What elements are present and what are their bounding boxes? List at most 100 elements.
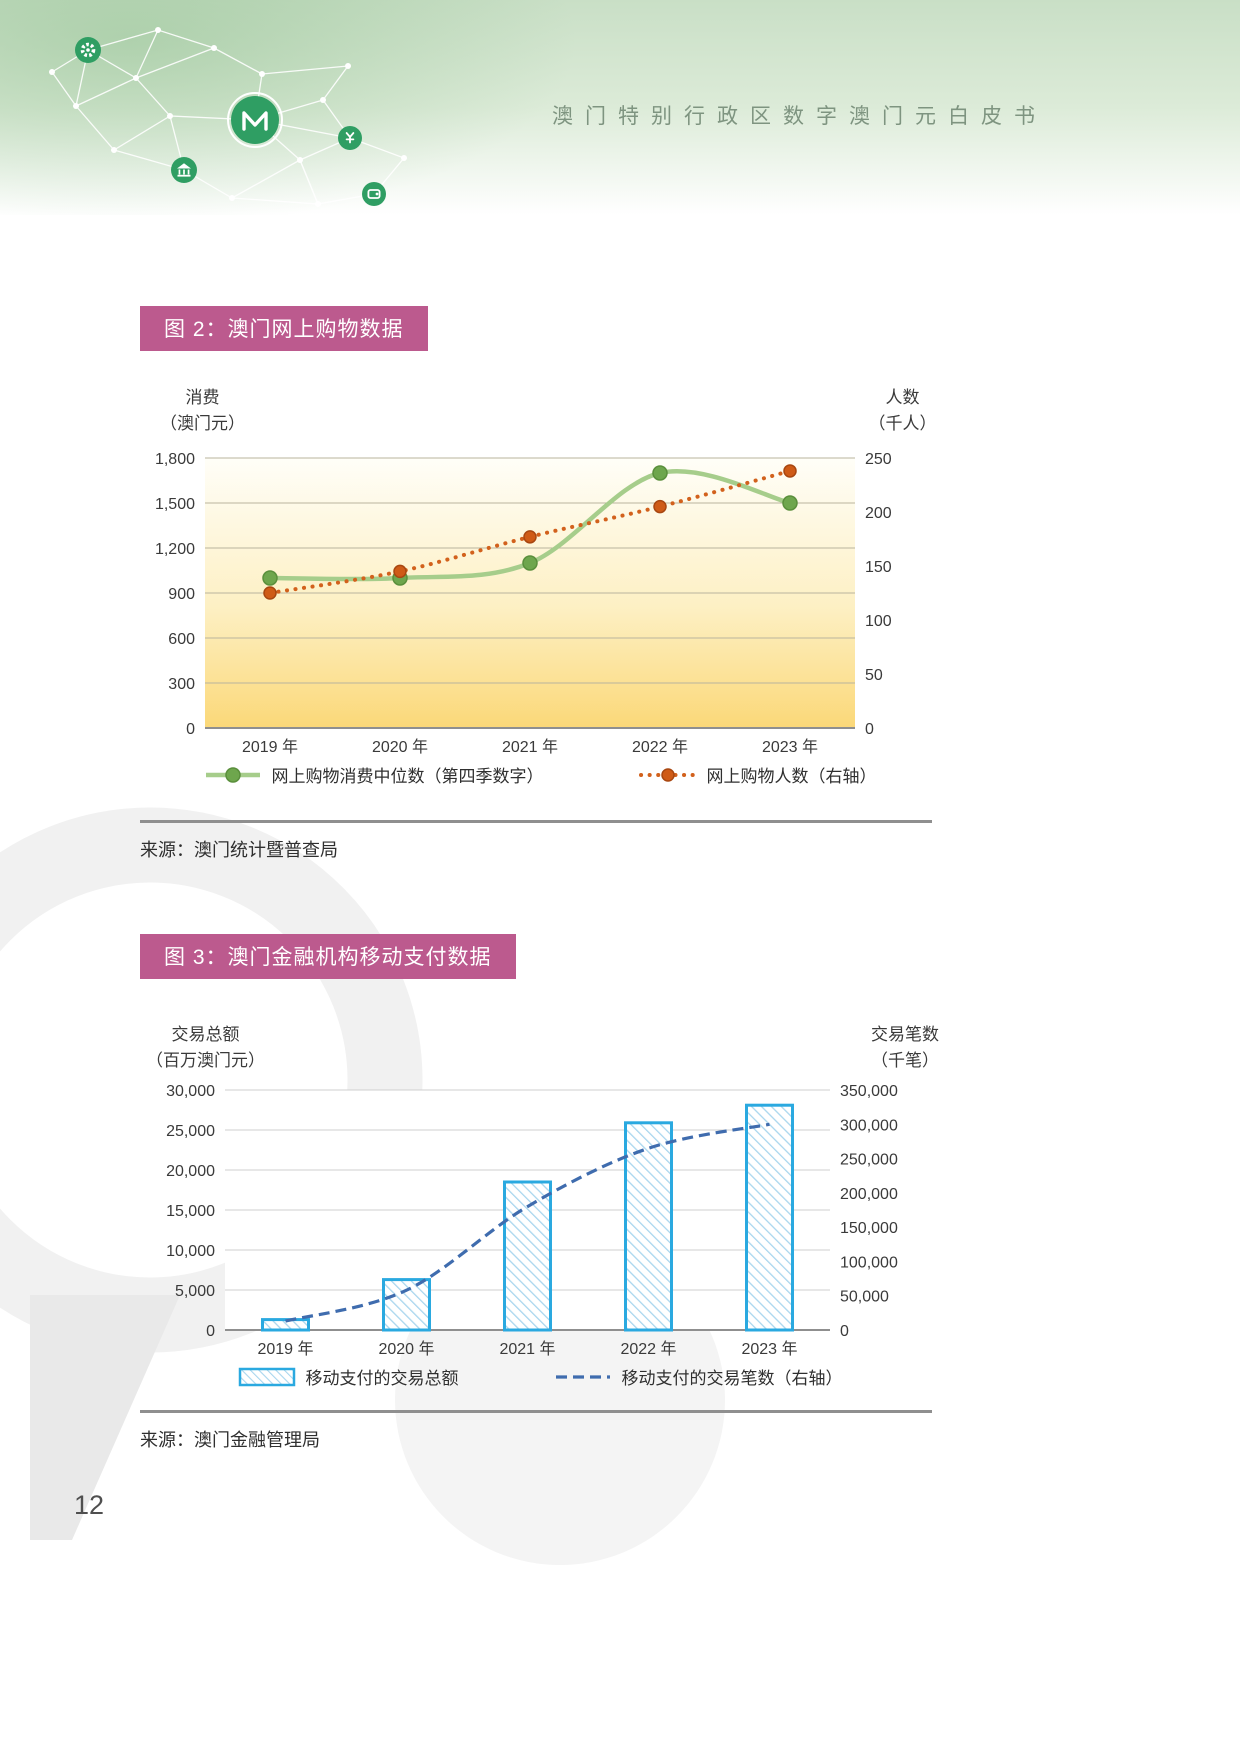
- right-axis-tick-label: 150,000: [840, 1220, 898, 1237]
- series-line: [285, 1122, 770, 1323]
- document-title: 澳门特别行政区数字澳门元白皮书: [552, 105, 1047, 128]
- axis-title-line: （千笔）: [871, 1050, 939, 1070]
- macau-pataca-logo-icon: [227, 92, 283, 148]
- x-axis-category-label: 2022 年: [620, 1340, 676, 1358]
- data-point-marker: [522, 555, 538, 571]
- figure3-legend: 移动支付的交易总额 移动支付的交易笔数（右轴）: [140, 1364, 940, 1389]
- bar: [624, 1121, 673, 1332]
- right-axis-tick-label: 0: [840, 1323, 849, 1340]
- right-axis-tick-label: 50: [865, 667, 883, 684]
- left-axis-tick-label: 30,000: [166, 1083, 215, 1100]
- left-axis-tick-label: 20,000: [166, 1163, 215, 1180]
- legend-swatch-hatched-bar: [238, 1367, 296, 1387]
- network-nodes: [49, 27, 407, 207]
- left-axis-tick-label: 0: [186, 721, 195, 738]
- figure3-chart: 0 5,000 10,000 15,000 20,000 25,000 30,000 0 50,…: [166, 1083, 898, 1358]
- bar: [261, 1318, 310, 1332]
- bar: [382, 1278, 431, 1332]
- figure2-title-badge: 图 2：澳门网上购物数据: [140, 306, 428, 351]
- figure3-left-axis-title: 交易总额 （百万澳门元）: [128, 1022, 283, 1073]
- left-axis-tick-label: 5,000: [175, 1283, 215, 1300]
- axis-title-line: （千人）: [868, 413, 937, 433]
- right-axis-tick-label: 250,000: [840, 1152, 898, 1169]
- left-axis-tick-label: 25,000: [166, 1123, 215, 1140]
- watermark-shape: [30, 1295, 180, 1540]
- left-axis-tick-label: 15,000: [166, 1203, 215, 1220]
- x-axis-category-label: 2019 年: [257, 1340, 313, 1358]
- header-banner: 澳门特别行政区数字澳门元白皮书: [0, 0, 1240, 215]
- legend-swatch-orange-dotted: [638, 765, 697, 785]
- axis-title-line: （百万澳门元）: [146, 1050, 265, 1070]
- left-axis-tick-label: 0: [206, 1323, 215, 1340]
- right-axis-tick-label: 200: [865, 505, 892, 522]
- bar: [745, 1103, 794, 1332]
- data-point-marker: [653, 499, 667, 514]
- data-point-marker: [262, 570, 278, 586]
- x-axis-category-label: 2021 年: [499, 1340, 555, 1358]
- axis-title-line: 消费: [185, 388, 220, 407]
- divider: [140, 1410, 932, 1413]
- figure2-left-axis-title: 消费 （澳门元）: [140, 385, 265, 436]
- right-axis-tick-label: 200,000: [840, 1186, 898, 1203]
- left-axis-tick-label: 600: [168, 631, 195, 648]
- gear-icon: [75, 37, 101, 63]
- x-axis-category-label: 2019 年: [242, 738, 298, 756]
- right-axis-tick-label: 0: [865, 721, 874, 738]
- right-axis-tick-label: 300,000: [840, 1117, 898, 1134]
- right-axis-tick-label: 100: [865, 613, 892, 630]
- x-axis-category-label: 2021 年: [502, 738, 558, 756]
- bar: [503, 1180, 552, 1332]
- right-axis-tick-label: 150: [865, 559, 892, 576]
- legend-label: 网上购物人数（右轴）: [706, 767, 877, 786]
- axis-title-line: （澳门元）: [160, 413, 245, 433]
- x-axis-category-label: 2020 年: [372, 738, 428, 756]
- left-axis-tick-label: 1,200: [155, 541, 195, 558]
- coin-icon: [338, 126, 362, 150]
- figure2-chart: 0 300 600 900 1,200 1,500 1,800 0 50 100 150 200 250…: [155, 451, 892, 756]
- legend-swatch-green-line: [204, 765, 262, 785]
- legend-label: 移动支付的交易总额: [305, 1369, 459, 1388]
- figure3-source: 来源：澳门金融管理局: [140, 1430, 320, 1450]
- legend-item: 移动支付的交易总额: [238, 1364, 459, 1389]
- wallet-icon: [362, 182, 386, 206]
- figure3-title-badge: 图 3：澳门金融机构移动支付数据: [140, 934, 516, 979]
- right-axis-tick-label: 100,000: [840, 1254, 898, 1271]
- divider: [140, 820, 932, 823]
- legend-label: 移动支付的交易笔数（右轴）: [621, 1369, 843, 1388]
- axis-title-line: 交易笔数: [871, 1025, 939, 1044]
- figure2-right-axis-title: 人数 （千人）: [840, 385, 965, 436]
- data-point-marker: [782, 495, 798, 511]
- figure2-source: 来源：澳门统计暨普查局: [140, 840, 338, 860]
- legend-item: 网上购物人数（右轴）: [638, 762, 877, 787]
- bank-icon: [171, 157, 197, 183]
- x-axis-category-label: 2023 年: [762, 738, 818, 756]
- left-axis-tick-label: 1,800: [155, 451, 195, 468]
- left-axis-tick-label: 900: [168, 586, 195, 603]
- legend-swatch-dashed-line: [554, 1367, 612, 1387]
- legend-label: 网上购物消费中位数（第四季数字）: [271, 767, 544, 786]
- legend-item: 移动支付的交易笔数（右轴）: [554, 1364, 843, 1389]
- legend-item: 网上购物消费中位数（第四季数字）: [204, 762, 544, 787]
- right-axis-tick-label: 350,000: [840, 1083, 898, 1100]
- axis-title-line: 人数: [885, 388, 920, 407]
- right-axis-tick-label: 250: [865, 451, 892, 468]
- figure3-right-axis-title: 交易笔数 （千笔）: [835, 1022, 975, 1073]
- data-point-marker: [393, 564, 407, 579]
- data-point-marker: [523, 530, 537, 544]
- page-number: 12: [74, 1490, 105, 1520]
- header-network-graphic: [49, 27, 407, 207]
- left-axis-tick-label: 10,000: [166, 1243, 215, 1260]
- data-point-marker: [652, 465, 668, 481]
- x-axis-category-label: 2022 年: [632, 738, 688, 756]
- figure2-legend: 网上购物消费中位数（第四季数字） 网上购物人数（右轴）: [140, 762, 940, 787]
- data-point-marker: [263, 586, 277, 600]
- data-point-marker: [783, 464, 797, 478]
- left-axis-tick-label: 300: [168, 676, 195, 693]
- x-axis-category-label: 2023 年: [741, 1340, 797, 1358]
- axis-title-line: 交易总额: [171, 1025, 240, 1044]
- x-axis-category-label: 2020 年: [378, 1340, 434, 1358]
- right-axis-tick-label: 50,000: [840, 1289, 889, 1306]
- left-axis-tick-label: 1,500: [155, 496, 195, 513]
